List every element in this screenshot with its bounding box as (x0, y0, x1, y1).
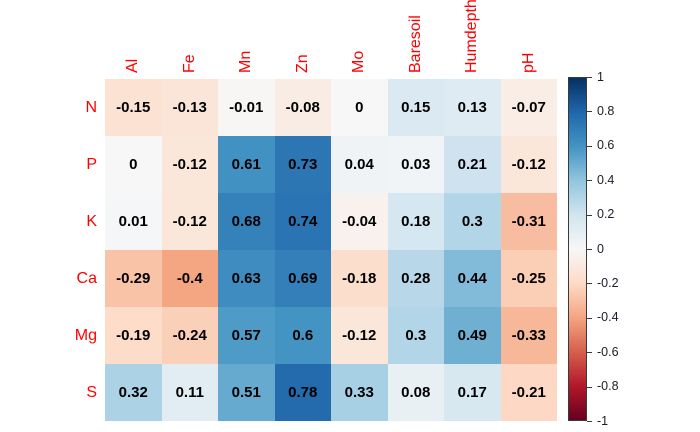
heatmap-cell-P-pH: -0.12 (500, 136, 557, 193)
col-label-Fe: Fe (180, 54, 198, 73)
heatmap-cell-Ca-Al: -0.29 (105, 250, 162, 307)
colorbar-tick-label: -1 (597, 413, 609, 428)
heatmap-cell-Mg-Baresoil: 0.3 (387, 307, 444, 364)
heatmap-cell-P-Al: 0 (105, 136, 162, 193)
heatmap-cell-S-Fe: 0.11 (161, 364, 218, 421)
heatmap-cell-S-Al: 0.32 (105, 364, 162, 421)
colorbar-tick (587, 111, 592, 113)
heatmap-cell-N-Mn: -0.01 (218, 79, 275, 136)
heatmap-cell-S-pH: -0.21 (500, 364, 557, 421)
colorbar-tick (587, 180, 592, 182)
heatmap-cell-Mg-Fe: -0.24 (161, 307, 218, 364)
heatmap-cell-S-Baresoil: 0.08 (387, 364, 444, 421)
heatmap-cell-Mg-Mo: -0.12 (331, 307, 388, 364)
heatmap-cell-P-Zn: 0.73 (274, 136, 331, 193)
row-label-S: S (86, 383, 97, 401)
col-label-Baresoil: Baresoil (406, 15, 424, 73)
heatmap-cell-K-Zn: 0.74 (274, 193, 331, 250)
heatmap-cell-Ca-Mn: 0.63 (218, 250, 275, 307)
heatmap-cell-K-Humdepth: 0.3 (444, 193, 501, 250)
heatmap-grid: -0.15 -0.13 -0.01 -0.08 0 0.15 0.13 -0.07 0 -0.12… (105, 79, 557, 421)
heatmap-cell-P-Fe: -0.12 (161, 136, 218, 193)
row-label-N: N (85, 98, 97, 116)
heatmap-cell-S-Mo: 0.33 (331, 364, 388, 421)
colorbar-tick-label: 1 (597, 69, 604, 84)
heatmap-cell-K-Mn: 0.68 (218, 193, 275, 250)
colorbar-tick-label: 0 (597, 241, 604, 256)
heatmap-cell-N-Baresoil: 0.15 (387, 79, 444, 136)
col-label-Zn: Zn (293, 54, 311, 73)
colorbar-tick (587, 249, 592, 250)
heatmap-cell-Ca-Fe: -0.4 (161, 250, 218, 307)
col-label-Al: Al (124, 58, 142, 73)
heatmap-cell-S-Humdepth: 0.17 (444, 364, 501, 421)
heatmap-cell-N-pH: -0.07 (500, 79, 557, 136)
col-label-Mn: Mn (237, 50, 255, 73)
heatmap-cell-K-Fe: -0.12 (161, 193, 218, 250)
colorbar-tick (587, 386, 592, 388)
colorbar-tick (587, 421, 592, 422)
heatmap-cell-N-Mo: 0 (331, 79, 388, 136)
col-label-pH: pH (519, 52, 537, 73)
row-label-K: K (86, 212, 97, 230)
colorbar-tick (587, 317, 592, 319)
colorbar-tick (587, 214, 592, 216)
colorbar-tick-label: -0.4 (597, 310, 619, 325)
heatmap-cell-P-Mo: 0.04 (331, 136, 388, 193)
colorbar-tick-label: -0.8 (597, 379, 619, 394)
colorbar-gradient (568, 77, 587, 421)
heatmap-cell-K-pH: -0.31 (500, 193, 557, 250)
heatmap-cell-Mg-Humdepth: 0.49 (444, 307, 501, 364)
colorbar-tick (587, 77, 592, 78)
heatmap-cell-Mg-Al: -0.19 (105, 307, 162, 364)
heatmap-cell-S-Mn: 0.51 (218, 364, 275, 421)
colorbar-tick (587, 352, 592, 354)
colorbar-tick-label: -0.2 (597, 275, 619, 290)
heatmap-cell-K-Mo: -0.04 (331, 193, 388, 250)
row-label-Ca: Ca (76, 269, 97, 287)
colorbar-tick-label: 0.6 (597, 138, 615, 153)
heatmap-cell-P-Humdepth: 0.21 (444, 136, 501, 193)
colorbar-tick-label: -0.6 (597, 344, 619, 359)
heatmap-cell-Ca-pH: -0.25 (500, 250, 557, 307)
heatmap-cell-Mg-pH: -0.33 (500, 307, 557, 364)
heatmap-cell-N-Zn: -0.08 (274, 79, 331, 136)
col-label-Mo: Mo (350, 50, 368, 73)
heatmap-cell-N-Fe: -0.13 (161, 79, 218, 136)
heatmap-cell-K-Al: 0.01 (105, 193, 162, 250)
heatmap-cell-Ca-Zn: 0.69 (274, 250, 331, 307)
heatmap-cell-Ca-Baresoil: 0.28 (387, 250, 444, 307)
colorbar-tick (587, 145, 592, 147)
row-label-Mg: Mg (74, 326, 97, 344)
heatmap-cell-Mg-Zn: 0.6 (274, 307, 331, 364)
heatmap-cell-N-Al: -0.15 (105, 79, 162, 136)
heatmap-cell-Ca-Humdepth: 0.44 (444, 250, 501, 307)
heatmap-cell-Ca-Mo: -0.18 (331, 250, 388, 307)
heatmap-cell-K-Baresoil: 0.18 (387, 193, 444, 250)
colorbar-tick-label: 0.2 (597, 207, 615, 222)
col-label-Humdepth: Humdepth (463, 0, 481, 73)
heatmap-cell-S-Zn: 0.78 (274, 364, 331, 421)
heatmap-cell-N-Humdepth: 0.13 (444, 79, 501, 136)
heatmap-cell-P-Mn: 0.61 (218, 136, 275, 193)
heatmap-cell-Mg-Mn: 0.57 (218, 307, 275, 364)
heatmap-cell-P-Baresoil: 0.03 (387, 136, 444, 193)
colorbar-tick (587, 283, 592, 285)
colorbar-tick-label: 0.8 (597, 103, 615, 118)
colorbar-tick-label: 0.4 (597, 172, 615, 187)
row-label-P: P (86, 155, 97, 173)
